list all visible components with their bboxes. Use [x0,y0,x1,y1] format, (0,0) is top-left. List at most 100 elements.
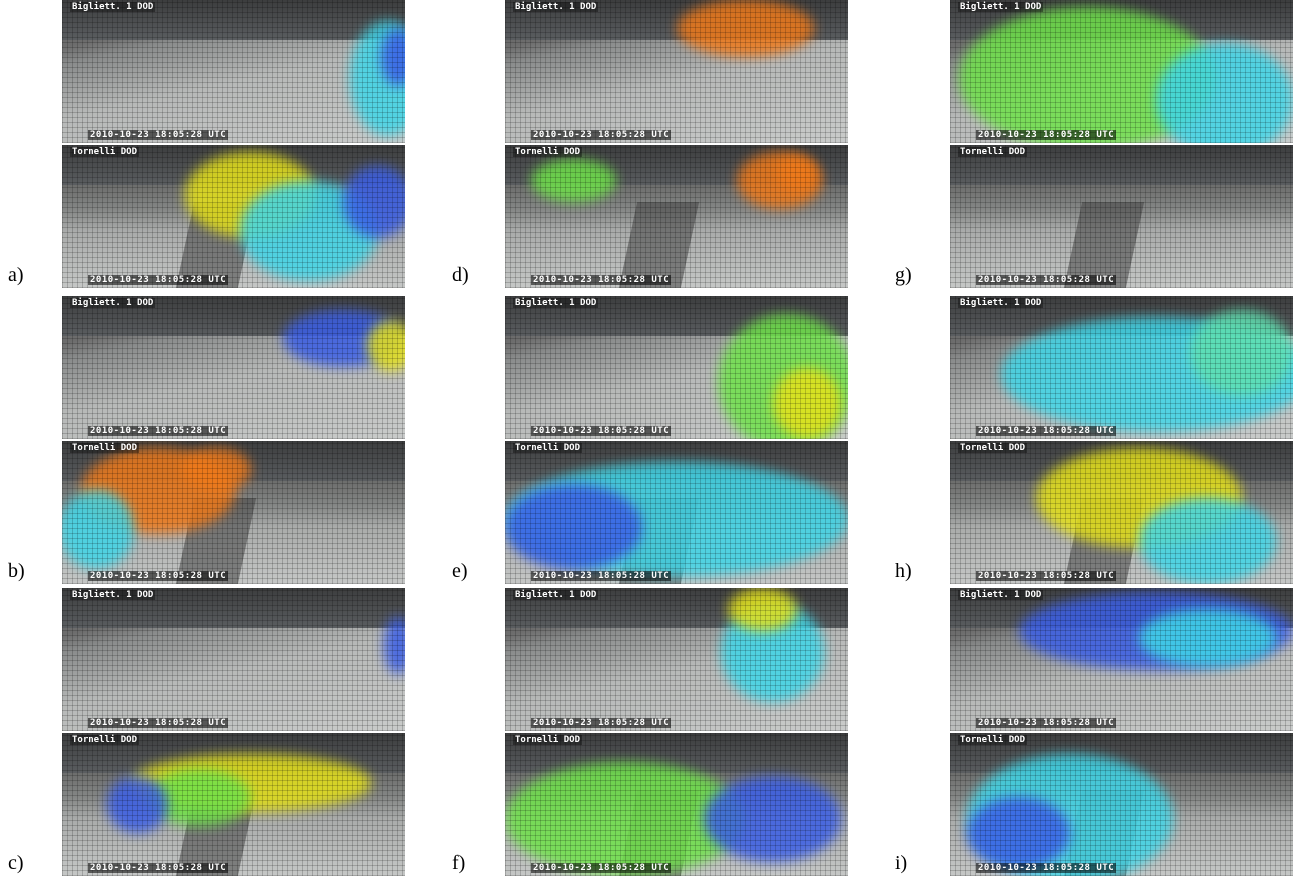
camera-caption: Bigliett. 1 DOD [513,590,599,600]
camera-caption: Tornelli DOD [70,147,140,157]
heat-region [62,490,135,569]
panel-label: h) [895,560,912,582]
camera-caption: Bigliett. 1 DOD [958,2,1044,12]
heat-region [380,28,405,86]
heat-region [775,155,818,192]
panel-label: f) [452,852,466,874]
timestamp: 2010-10-23 18:05:28 UTC [88,718,229,728]
heat-region [1190,310,1293,397]
grid-overlay [950,145,1293,288]
camera-view: Bigliett. 1 DOD 2010-10-23 18:05:28 UTC [505,0,848,143]
camera-caption: Bigliett. 1 DOD [958,590,1044,600]
timestamp: 2010-10-23 18:05:28 UTC [531,571,672,581]
grid-overlay [505,441,848,584]
grid-overlay [950,0,1293,143]
camera-panel: Bigliett. 1 DOD 2010-10-23 18:05:28 UTC To… [950,588,1293,876]
camera-view: Bigliett. 1 DOD 2010-10-23 18:05:28 UTC [505,588,848,731]
camera-panel: Bigliett. 1 DOD 2010-10-23 18:05:28 UTC To… [62,296,405,584]
camera-caption: Bigliett. 1 DOD [958,298,1044,308]
grid-overlay [505,0,848,143]
grid-overlay [62,441,405,584]
camera-caption: Tornelli DOD [70,735,140,745]
heat-region [530,159,617,203]
camera-panel: Bigliett. 1 DOD 2010-10-23 18:05:28 UTC To… [505,588,848,876]
camera-panel: Bigliett. 1 DOD 2010-10-23 18:05:28 UTC To… [950,296,1293,584]
camera-view: Bigliett. 1 DOD 2010-10-23 18:05:28 UTC [950,0,1293,143]
camera-caption: Tornelli DOD [958,147,1028,157]
heat-region [182,448,251,492]
camera-view: Tornelli DOD 2010-10-23 18:05:28 UTC [505,441,848,584]
heat-region [967,797,1071,869]
camera-view: Bigliett. 1 DOD 2010-10-23 18:05:28 UTC [62,0,405,143]
camera-view: Tornelli DOD 2010-10-23 18:05:28 UTC [62,145,405,288]
wall [62,0,405,41]
grid-overlay [62,145,405,288]
timestamp: 2010-10-23 18:05:28 UTC [88,571,229,581]
timestamp: 2010-10-23 18:05:28 UTC [976,571,1117,581]
grid-overlay [950,588,1293,731]
heat-region [106,775,169,834]
camera-panel: Bigliett. 1 DOD 2010-10-23 18:05:28 UTC To… [950,0,1293,288]
timestamp: 2010-10-23 18:05:28 UTC [531,275,672,285]
timestamp: 2010-10-23 18:05:28 UTC [976,718,1117,728]
timestamp: 2010-10-23 18:05:28 UTC [976,863,1117,873]
heat-region [384,616,405,674]
heat-region [703,775,842,862]
heat-region [343,166,405,238]
camera-caption: Bigliett. 1 DOD [513,298,599,308]
timestamp: 2010-10-23 18:05:28 UTC [976,426,1117,436]
camera-caption: Bigliett. 1 DOD [70,590,156,600]
camera-view: Tornelli DOD 2010-10-23 18:05:28 UTC [62,441,405,584]
heat-region [367,321,405,372]
grid-overlay [62,296,405,439]
timestamp: 2010-10-23 18:05:28 UTC [531,426,672,436]
timestamp: 2010-10-23 18:05:28 UTC [976,275,1117,285]
camera-view: Bigliett. 1 DOD 2010-10-23 18:05:28 UTC [62,296,405,439]
camera-caption: Tornelli DOD [70,443,140,453]
panel-label: d) [452,264,469,286]
camera-caption: Tornelli DOD [513,147,583,157]
wall [505,733,848,774]
grid-overlay [505,145,848,288]
grid-overlay [950,441,1293,584]
timestamp: 2010-10-23 18:05:28 UTC [88,426,229,436]
grid-overlay [505,588,848,731]
timestamp: 2010-10-23 18:05:28 UTC [531,718,672,728]
panel-label: g) [895,264,912,286]
heat-region [676,0,814,58]
heat-region [772,367,842,439]
camera-panel: Bigliett. 1 DOD 2010-10-23 18:05:28 UTC To… [505,0,848,288]
camera-caption: Tornelli DOD [513,735,583,745]
camera-caption: Bigliett. 1 DOD [70,2,156,12]
timestamp: 2010-10-23 18:05:28 UTC [88,275,229,285]
grid-overlay [62,0,405,143]
camera-view: Bigliett. 1 DOD 2010-10-23 18:05:28 UTC [950,588,1293,731]
timestamp: 2010-10-23 18:05:28 UTC [531,130,672,140]
camera-caption: Bigliett. 1 DOD [70,298,156,308]
camera-view: Bigliett. 1 DOD 2010-10-23 18:05:28 UTC [950,296,1293,439]
timestamp: 2010-10-23 18:05:28 UTC [531,863,672,873]
heat-region [1138,498,1276,584]
camera-panel: Bigliett. 1 DOD 2010-10-23 18:05:28 UTC To… [62,0,405,288]
grid-overlay [950,733,1293,876]
panel-label: a) [8,264,24,286]
heat-region [727,588,797,631]
heat-region [1138,609,1276,667]
camera-view: Bigliett. 1 DOD 2010-10-23 18:05:28 UTC [505,296,848,439]
heat-region [505,483,643,570]
wall [950,145,1293,186]
wall [62,588,405,629]
panel-label: b) [8,560,25,582]
camera-caption: Tornelli DOD [958,443,1028,453]
camera-caption: Bigliett. 1 DOD [513,2,599,12]
camera-panel: Bigliett. 1 DOD 2010-10-23 18:05:28 UTC To… [505,296,848,584]
camera-view: Tornelli DOD 2010-10-23 18:05:28 UTC [505,145,848,288]
grid-overlay [950,296,1293,439]
camera-caption: Tornelli DOD [513,443,583,453]
camera-panel: Bigliett. 1 DOD 2010-10-23 18:05:28 UTC To… [62,588,405,876]
grid-overlay [505,733,848,876]
camera-view: Tornelli DOD 2010-10-23 18:05:28 UTC [950,145,1293,288]
grid-overlay [505,296,848,439]
camera-view: Tornelli DOD 2010-10-23 18:05:28 UTC [505,733,848,876]
